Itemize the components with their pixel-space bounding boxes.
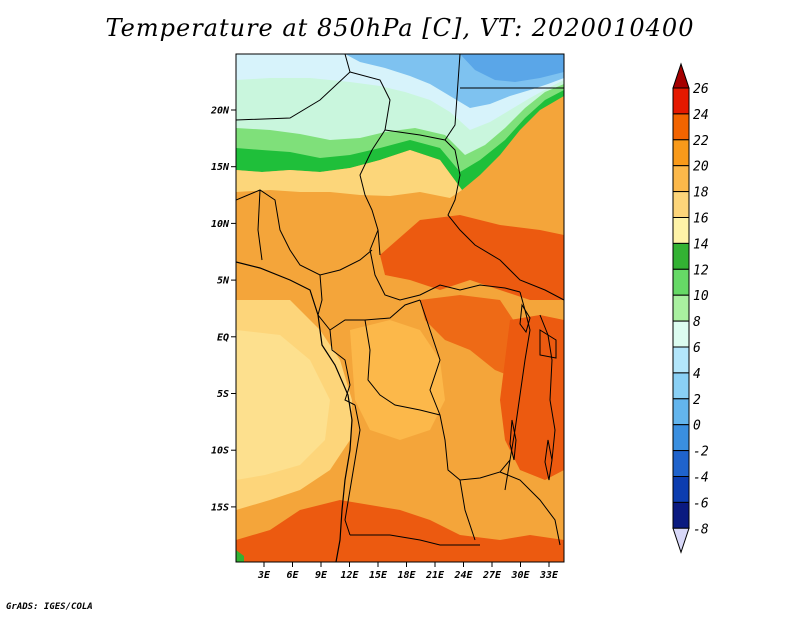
colorbar-swatch [672,398,690,426]
lon-tick-label: 30E [510,570,530,581]
lat-tick-label: 15N [211,162,230,173]
colorbar-swatch [672,346,690,374]
colorbar-swatch [672,501,690,529]
colorbar-swatch [672,191,690,219]
lon-tick-label: 6E [286,570,299,581]
colorbar-label: 24 [693,108,709,123]
colorbar-bottom-arrow [672,527,690,554]
lake-albert [519,303,531,334]
field-south-hot [236,500,564,562]
colorbar-label: 2 [693,393,701,408]
field-corner-green [236,550,244,562]
colorbar-swatch [672,113,690,141]
lon-tick-label: 3E [257,570,271,581]
lon-tick-label: 18E [397,570,416,581]
colorbar-swatch [672,450,690,478]
colorbar-swatch [672,268,690,296]
colorbar-swatch [672,424,690,452]
colorbar-label: 22 [693,134,709,149]
country-borders [236,54,564,546]
lat-tick-label: 20N [210,106,230,117]
colorbar-label: 6 [693,341,701,356]
colorbar-label: 8 [693,315,701,330]
lat-tick-label: 5N [217,276,230,287]
colorbar-swatch [672,165,690,193]
colorbar-label: -6 [693,496,709,511]
colorbar-label: 12 [693,263,709,278]
field-west-lighter [236,330,330,480]
lon-tick-label: 33E [539,570,559,581]
colorbar-label: 26 [693,82,709,97]
field-yellow-strip [236,150,462,198]
colorbar-label: 14 [693,237,709,252]
lon-tick-label: 12E [340,570,359,581]
map-title: Temperature at 850hPa [C], VT: 202001040… [105,14,695,42]
lake-tanganyika [509,419,517,461]
colorbar-swatch [672,476,690,503]
colorbar-swatch [672,242,690,270]
colorbar-label: 4 [693,367,701,382]
latitude-axis: 20N 15N 10N 5N EQ 5S 10S 15S [210,106,236,513]
colorbar-label: 0 [693,419,701,434]
lat-tick-label: EQ [217,332,229,343]
field-hot-core-east [420,295,530,380]
lon-tick-label: 9E [315,570,328,581]
lat-tick-label: 15S [211,502,229,513]
field-deep-blue-band [460,54,564,82]
lat-tick-label: 10N [211,219,230,230]
colorbar-label: 18 [693,186,709,201]
grads-credit: GrADS: IGES/COLA [6,602,93,612]
temperature-field [236,54,564,562]
colorbar-label: 16 [693,212,709,227]
colorbar-label: -8 [693,522,709,537]
colorbar-label: 20 [693,160,709,175]
lon-tick-label: 15E [369,570,388,581]
lake-victoria [539,329,557,359]
longitude-axis: 3E 6E 9E 12E 15E 18E 21E 24E 27E 30E 33E [257,562,559,581]
colorbar-swatch [672,87,690,115]
colorbar-label: -2 [693,445,709,460]
lon-tick-label: 21E [425,570,445,581]
colorbar-swatch [672,139,690,167]
colorbar-swatch [672,294,690,322]
lake-malawi [544,439,553,481]
map-frame [235,53,565,563]
coastline [236,261,353,562]
colorbar-swatch [672,320,690,348]
colorbar-label: 10 [693,289,709,304]
colorbar-swatch [672,372,690,400]
field-hot-core-north [380,215,564,300]
lat-tick-label: 10S [211,446,229,457]
lon-tick-label: 27E [482,570,502,581]
colorbar-swatch [672,217,690,244]
lat-tick-label: 5S [217,389,229,400]
colorbar-top-arrow [672,62,690,89]
colorbar-label: -4 [693,471,709,486]
lon-tick-label: 24E [453,570,473,581]
